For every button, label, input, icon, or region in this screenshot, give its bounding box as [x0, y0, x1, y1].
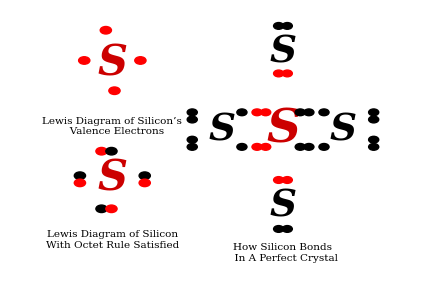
Circle shape	[319, 143, 329, 150]
Circle shape	[260, 143, 271, 150]
Text: S: S	[330, 111, 357, 148]
Circle shape	[106, 205, 117, 213]
Circle shape	[237, 143, 247, 150]
Text: S: S	[270, 187, 296, 224]
Circle shape	[100, 26, 111, 34]
Circle shape	[273, 226, 284, 232]
Circle shape	[96, 205, 107, 213]
Circle shape	[319, 109, 329, 116]
Circle shape	[260, 109, 271, 116]
Text: S: S	[97, 158, 127, 200]
Text: S: S	[97, 42, 127, 84]
Circle shape	[295, 143, 305, 150]
Circle shape	[109, 87, 120, 94]
Text: S: S	[266, 107, 300, 153]
Circle shape	[106, 147, 117, 155]
Text: Lewis Diagram of Silicon’s
   Valence Electrons: Lewis Diagram of Silicon’s Valence Elect…	[42, 117, 182, 136]
Text: S: S	[209, 111, 236, 148]
Circle shape	[96, 147, 107, 155]
Circle shape	[368, 109, 379, 116]
Circle shape	[139, 179, 150, 187]
Circle shape	[139, 172, 150, 179]
Circle shape	[304, 109, 314, 116]
Circle shape	[273, 177, 284, 183]
Circle shape	[282, 226, 292, 232]
Circle shape	[368, 136, 379, 143]
Circle shape	[368, 143, 379, 150]
Circle shape	[252, 109, 262, 116]
Circle shape	[74, 172, 86, 179]
Circle shape	[282, 177, 292, 183]
Circle shape	[187, 116, 197, 123]
Circle shape	[187, 136, 197, 143]
Circle shape	[273, 22, 284, 29]
Circle shape	[273, 70, 284, 77]
Circle shape	[237, 109, 247, 116]
Text: Lewis Diagram of Silicon
With Octet Rule Satisfied: Lewis Diagram of Silicon With Octet Rule…	[46, 230, 179, 250]
Circle shape	[252, 143, 262, 150]
Text: How Silicon Bonds
  In A Perfect Crystal: How Silicon Bonds In A Perfect Crystal	[228, 243, 338, 263]
Circle shape	[187, 143, 197, 150]
Circle shape	[282, 70, 292, 77]
Circle shape	[187, 109, 197, 116]
Circle shape	[135, 57, 146, 64]
Circle shape	[295, 109, 305, 116]
Circle shape	[304, 143, 314, 150]
Circle shape	[74, 179, 86, 187]
Circle shape	[368, 116, 379, 123]
Circle shape	[79, 57, 90, 64]
Text: S: S	[270, 33, 296, 70]
Circle shape	[282, 22, 292, 29]
